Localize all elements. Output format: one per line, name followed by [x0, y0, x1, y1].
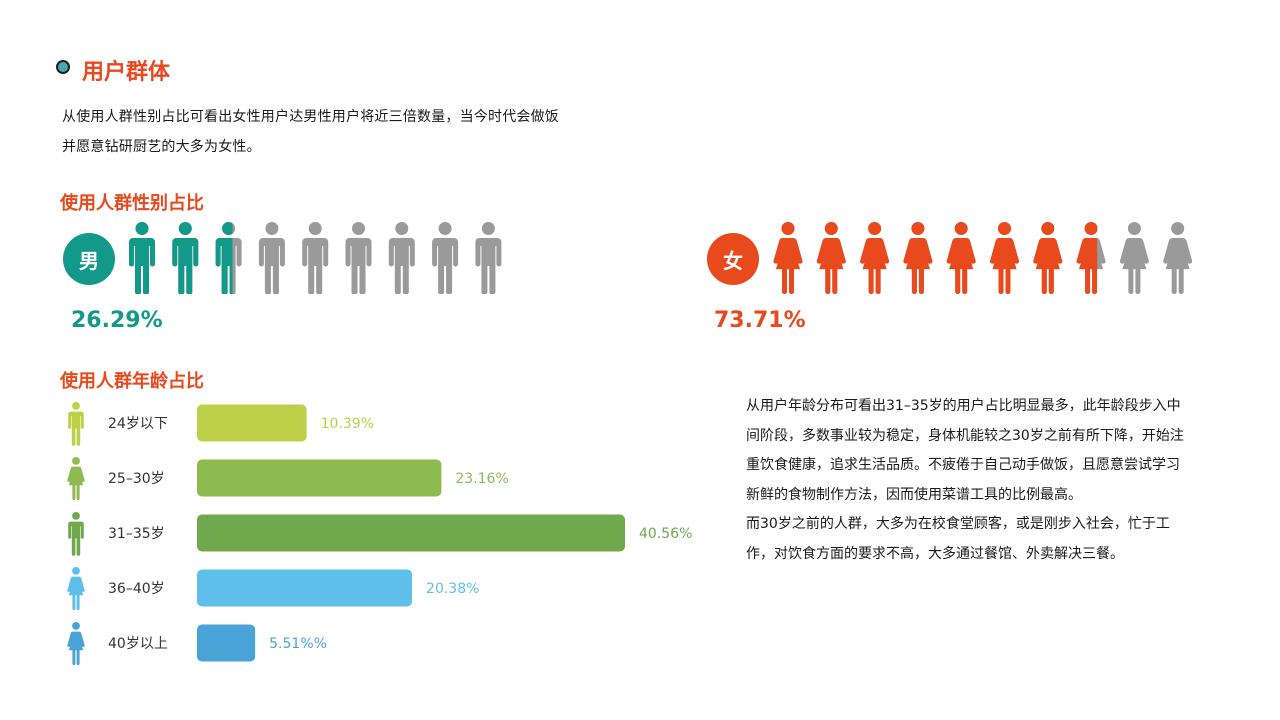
male-person-icon: [129, 222, 155, 294]
female-person-icon: [1076, 222, 1106, 294]
male-badge: 男: [63, 233, 115, 285]
age-category-label: 25–30岁: [108, 471, 165, 487]
female-pictograph: [773, 222, 1193, 294]
female-person-icon: [67, 567, 85, 611]
section-title: 用户群体: [82, 60, 171, 85]
age-category-label: 24岁以下: [108, 416, 168, 432]
male-person-icon: [345, 222, 372, 294]
male-person-icon: [258, 222, 285, 294]
male-person-icon: [475, 222, 502, 294]
age-category-label: 36–40岁: [108, 581, 165, 597]
age-category-label: 31–35岁: [108, 526, 165, 542]
female-person-icon: [860, 222, 890, 294]
female-person-icon: [1119, 222, 1149, 294]
age-category-label: 40岁以上: [108, 636, 168, 652]
male-percentage: 26.29%: [71, 308, 163, 333]
female-percentage: 73.71%: [714, 308, 806, 333]
male-person-icon: [432, 222, 459, 294]
intro-text-line-2: 并愿意钻研厨艺的大多为女性。: [62, 139, 261, 155]
age-bar: [197, 624, 256, 662]
male-person-icon: [68, 402, 84, 446]
intro-text-line-1: 从使用人群性别占比可看出女性用户达男性用户将近三倍数量，当今时代会做饭: [62, 109, 559, 125]
age-chart-title: 使用人群年龄占比: [60, 371, 204, 392]
female-person-icon: [903, 222, 933, 294]
male-person-icon: [172, 222, 199, 294]
male-person-icon: [215, 222, 242, 294]
age-description-paragraph-1: 从用户年龄分布可看出31–35岁的用户占比明显最多，此年龄段步入中间阶段，多数事…: [746, 398, 1184, 503]
age-bar: [197, 404, 307, 442]
age-description: 从用户年龄分布可看出31–35岁的用户占比明显最多，此年龄段步入中间阶段，多数事…: [746, 392, 1186, 569]
female-badge: 女: [707, 233, 759, 285]
female-person-icon: [816, 222, 846, 294]
age-value-label: 5.51%%: [269, 636, 327, 652]
age-value-label: 10.39%: [321, 416, 374, 432]
age-value-label: 40.56%: [639, 526, 692, 542]
age-bar: [197, 569, 413, 607]
age-bar-chart: 24岁以下 10.39% 25–30岁 23.16% 31–35岁 40.56% 36–40…: [67, 402, 692, 666]
female-person-icon: [1163, 222, 1193, 294]
female-person-icon: [990, 222, 1019, 294]
age-value-label: 20.38%: [426, 581, 479, 597]
gender-chart-title: 使用人群性别占比: [60, 193, 204, 214]
female-person-icon: [946, 222, 976, 294]
female-person-icon: [773, 222, 803, 294]
female-person-icon: [67, 622, 85, 666]
male-pictograph: [129, 222, 502, 294]
age-value-label: 23.16%: [455, 471, 508, 487]
male-person-icon: [68, 512, 84, 556]
age-bar: [197, 459, 442, 497]
female-person-icon: [67, 457, 85, 501]
section-title-dot: [56, 60, 70, 74]
male-person-icon: [388, 222, 415, 294]
female-person-icon: [1033, 222, 1063, 294]
male-person-icon: [302, 222, 329, 294]
age-description-paragraph-2: 而30岁之前的人群，大多为在校食堂顾客，或是刚步入社会，忙于工作，对饮食方面的要…: [746, 516, 1170, 562]
age-bar: [197, 514, 625, 552]
